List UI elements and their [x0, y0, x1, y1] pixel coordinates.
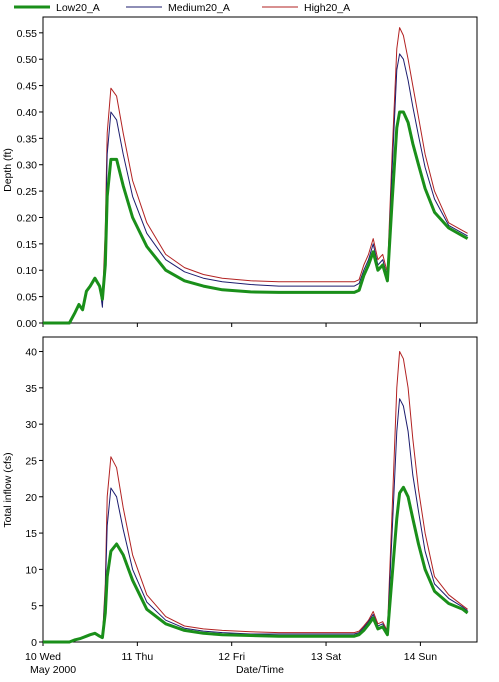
inflow-plot-frame [42, 336, 478, 643]
x-tick-label: 12 Fri [218, 651, 245, 663]
legend-label-high20-a: High20_A [304, 2, 350, 14]
inflow-y-tick-label: 35 [25, 383, 37, 395]
x-axis-title: Date/Time [236, 664, 284, 676]
depth-series-low20-a [43, 110, 469, 325]
x-tick-label: 10 Wed [25, 651, 61, 663]
depth-y-tick-label: 0.55 [17, 28, 38, 40]
depth-y-tick-label: 0.25 [17, 186, 38, 198]
depth-y-tick-label: 0.10 [17, 265, 38, 277]
depth-y-tick-label: 0.20 [17, 212, 38, 224]
inflow-y-tick-label: 0 [31, 637, 37, 649]
x-axis-sublabel: May 2000 [30, 664, 76, 676]
x-tick-label: 13 Sat [311, 651, 341, 663]
legend-label-low20-a: Low20_A [56, 2, 100, 14]
inflow-y-tick-label: 5 [31, 601, 37, 613]
depth-y-tick-label: 0.40 [17, 107, 38, 119]
depth-y-tick-label: 0.45 [17, 81, 38, 93]
depth-y-tick-label: 0.35 [17, 133, 38, 145]
x-ticks: 10 Wed 11 Thu 12 Fri 13 Sat 14 Sun [25, 323, 437, 663]
depth-series-group [43, 27, 469, 325]
depth-y-ticks: 0.00 0.05 0.10 0.15 0.20 0.25 0.30 0.35 0.40 0.45… [17, 28, 43, 330]
depth-y-axis-title: Depth (ft) [2, 148, 14, 192]
inflow-y-ticks: 0 5 10 15 20 25 30 35 40 [25, 347, 43, 649]
inflow-series-low20-a [43, 485, 469, 644]
inflow-y-tick-label: 30 [25, 419, 37, 431]
inflow-y-tick-label: 10 [25, 564, 37, 576]
depth-plot-frame [42, 16, 478, 324]
inflow-y-tick-label: 20 [25, 492, 37, 504]
inflow-y-tick-label: 15 [25, 528, 37, 540]
inflow-y-axis-title: Total inflow (cfs) [2, 452, 14, 527]
depth-y-tick-label: 0.50 [17, 54, 38, 66]
depth-y-tick-label: 0.05 [17, 292, 38, 304]
inflow-y-tick-label: 40 [25, 347, 37, 359]
inflow-series-group [43, 351, 469, 644]
legend-label-medium20-a: Medium20_A [168, 2, 230, 14]
legend: Low20_A Medium20_A High20_A [14, 2, 350, 14]
x-tick-label: 14 Sun [404, 651, 437, 663]
depth-y-tick-label: 0.30 [17, 160, 38, 172]
inflow-y-tick-label: 25 [25, 455, 37, 467]
depth-y-tick-label: 0.15 [17, 239, 38, 251]
x-tick-label: 11 Thu [121, 651, 153, 663]
depth-y-tick-label: 0.00 [17, 318, 38, 330]
